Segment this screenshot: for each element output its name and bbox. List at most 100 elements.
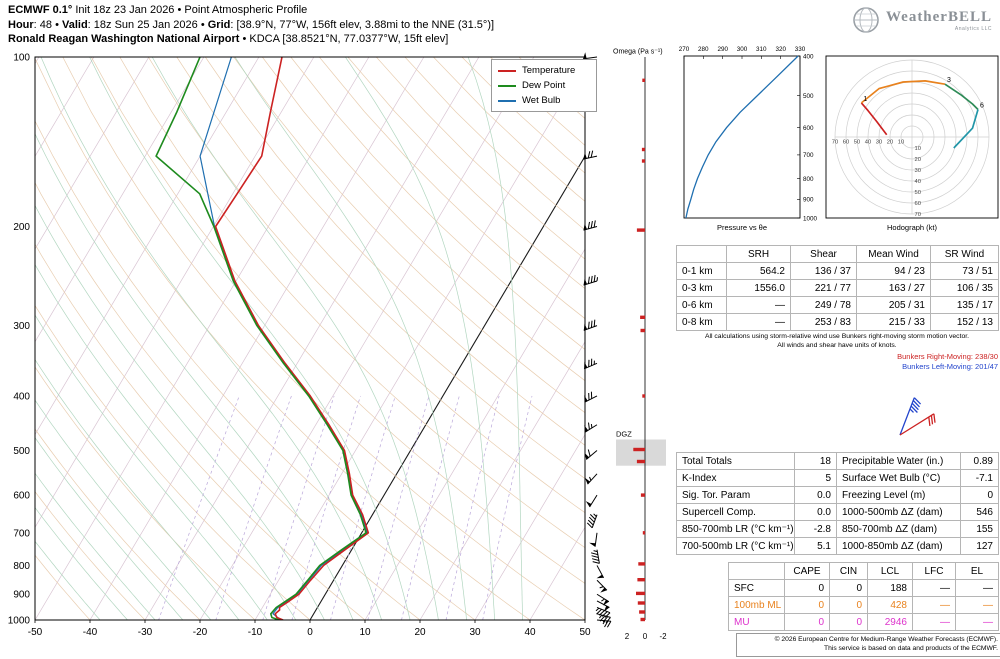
srh-value-cell: — [726,296,791,314]
thermo-value: 0 [960,486,999,504]
cape-header-cell: LFC [912,562,956,580]
legend-item-wetbulb: Wet Bulb [498,93,590,108]
svg-text:50: 50 [854,140,860,146]
thermo-row: K-Index 5 Surface Wet Bulb (°C) -7.1 [676,469,999,487]
legend-item-dewpoint: Dew Point [498,78,590,93]
srh-value-cell: 135 / 17 [930,296,999,314]
srh-value-cell: 253 / 83 [790,313,857,331]
cape-table: CAPE CIN LCL LFC EL SFC 0 0 188— —100mb ML 0 0 428— —… [728,562,999,631]
hodograph-caption: Hodograph (kt) [887,223,938,232]
svg-text:330: 330 [795,46,806,53]
svg-text:400: 400 [13,392,30,403]
omega-axis-ticks: 2 0 -2 [625,632,667,641]
hodograph-rings [834,59,990,215]
hour-value: : 48 • [33,18,62,31]
cape-value-cell: — [955,579,999,597]
cape-header-cell: CAPE [784,562,830,580]
srh-value-cell: 564.2 [726,262,791,280]
srh-header-row: SRH Shear Mean Wind SR Wind [676,245,999,263]
cape-header-cell [728,562,785,580]
valid-value: : 18z Sun 25 Jan 2026 • [87,18,208,31]
cape-value-cell: — [912,579,956,597]
isotherm-lines [35,57,585,620]
profile-curves [155,57,370,620]
copyright-line1: © 2026 European Centre for Medium-Range … [774,636,998,643]
hodograph-trace [860,80,979,149]
hodograph-ring-labels: 10 10 20 20 30 30 40 40 50 50 60 60 70 70 [832,140,921,219]
svg-text:1000: 1000 [803,215,818,222]
thermo-label: Supercell Comp. [676,503,795,521]
srh-value-cell: 136 / 37 [790,262,857,280]
moist-adiabat-lines [35,57,523,620]
srh-note-line2: All winds and shear have units of knots. [777,341,897,349]
header-line-model: ECMWF 0.1° Init 18z 23 Jan 2026 • Point … [8,3,494,18]
thermo-value: -7.1 [960,469,999,487]
cape-header-cell: EL [955,562,999,580]
svg-text:0: 0 [307,627,313,638]
copyright-line2: This service is based on data and produc… [824,644,998,652]
svg-text:700: 700 [13,528,30,539]
cape-value-cell: 0 [829,579,868,597]
temperature-line-swatch [498,69,516,72]
hodograph-frame [825,55,999,219]
logo-text: WeatherBELL Analytics LLC [886,9,992,32]
logo-subtext: Analytics LLC [954,25,992,32]
svg-text:700: 700 [803,152,814,159]
svg-text:20: 20 [887,140,893,146]
model-name: ECMWF 0.1° [8,4,73,16]
thermo-row: Total Totals 18 Precipitable Water (in.) 0.… [676,452,999,470]
thermo-value: 5 [794,469,837,487]
mixing-ratio-lines [158,395,533,620]
cape-header-cell: LCL [867,562,913,580]
bunkers-storm-motion-text: Bunkers Right-Moving: 238/30 Bunkers Lef… [676,352,998,371]
thermo-label: Total Totals [676,452,795,470]
cape-value-cell: — [955,596,999,614]
srh-value-cell: 249 / 78 [790,296,857,314]
svg-text:40: 40 [524,627,536,638]
thermo-label: 700-500mb LR (°C km⁻¹) [676,537,795,555]
thermo-label: 850-700mb ΔZ (dam) [836,520,961,538]
srh-header-cell: Shear [790,245,857,263]
thermo-indices-table: Total Totals 18 Precipitable Water (in.) 0.… [676,452,999,555]
cape-value-cell: 2946 [867,613,913,631]
srh-value-cell: — [726,313,791,331]
dewpoint-line-swatch [498,84,516,87]
cape-row-label: SFC [728,579,785,597]
svg-text:-40: -40 [83,627,98,638]
svg-text:-20: -20 [193,627,208,638]
thermo-value: 18 [794,452,837,470]
srh-row-label: 0-1 km [676,262,727,280]
cape-value-cell: 428 [867,596,913,614]
srh-value-cell: 221 / 77 [790,279,857,297]
srh-value-cell: 205 / 31 [856,296,931,314]
svg-text:40: 40 [915,179,921,185]
svg-text:6: 6 [980,103,984,110]
thermo-label: Sig. Tor. Param [676,486,795,504]
srh-header-cell: SR Wind [930,245,999,263]
srh-row: 0-1 km 564.2 136 / 37 94 / 23 73 / 51 [676,262,999,280]
logo-brand: WeatherBELL [885,8,992,25]
station-name: Ronald Reagan Washington National Airpor… [8,33,240,45]
cape-value-cell: 0 [829,613,868,631]
cape-row: 100mb ML 0 0 428— — [728,596,999,614]
srh-row-label: 0-3 km [676,279,727,297]
thermo-value: 0.89 [960,452,999,470]
thermo-label: K-Index [676,469,795,487]
srh-row: 0-8 km —253 / 83 215 / 33 152 / 13 [676,313,999,331]
model-subtitle: Init 18z 23 Jan 2026 • Point Atmospheric… [72,4,308,16]
svg-text:10: 10 [359,627,371,638]
legend-label: Wet Bulb [522,95,561,106]
svg-text:50: 50 [915,190,921,196]
svg-text:200: 200 [13,222,30,233]
chart-legend: Temperature Dew Point Wet Bulb [491,59,597,112]
srh-shear-table: SRH Shear Mean Wind SR Wind 0-1 km 564.2 136 /… [676,245,999,331]
svg-text:900: 900 [803,197,814,204]
svg-text:-30: -30 [138,627,153,638]
svg-text:3: 3 [947,77,951,84]
svg-text:-10: -10 [248,627,263,638]
grid-label: Grid [207,18,231,31]
cape-row: MU 0 0 2946— — [728,613,999,631]
svg-text:60: 60 [843,140,849,146]
